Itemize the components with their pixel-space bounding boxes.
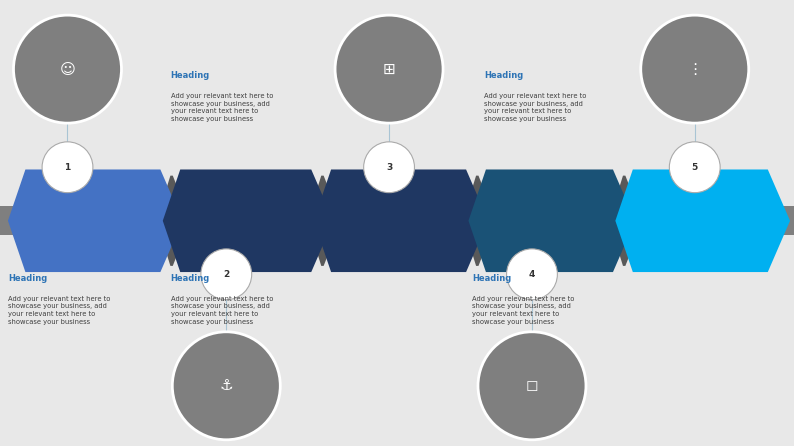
Polygon shape bbox=[468, 169, 635, 272]
Ellipse shape bbox=[335, 15, 443, 123]
Polygon shape bbox=[307, 176, 341, 266]
Text: Heading: Heading bbox=[8, 274, 47, 283]
Polygon shape bbox=[163, 169, 333, 272]
Text: Add your relevant text here to
showcase your business, add
your relevant text he: Add your relevant text here to showcase … bbox=[472, 296, 575, 325]
Text: 4: 4 bbox=[529, 270, 535, 279]
Ellipse shape bbox=[507, 249, 557, 300]
Text: Heading: Heading bbox=[171, 71, 210, 80]
Text: Heading: Heading bbox=[484, 71, 523, 80]
Ellipse shape bbox=[42, 142, 93, 193]
Text: Add your relevant text here to
showcase your business, add
your relevant text he: Add your relevant text here to showcase … bbox=[171, 296, 273, 325]
Ellipse shape bbox=[364, 142, 414, 193]
Text: Heading: Heading bbox=[171, 274, 210, 283]
Ellipse shape bbox=[669, 142, 720, 193]
Text: ⚓: ⚓ bbox=[219, 378, 233, 393]
Polygon shape bbox=[0, 206, 794, 235]
Text: Add your relevant text here to
showcase your business, add
your relevant text he: Add your relevant text here to showcase … bbox=[171, 93, 273, 122]
Polygon shape bbox=[615, 169, 790, 272]
Text: Add your relevant text here to
showcase your business, add
your relevant text he: Add your relevant text here to showcase … bbox=[8, 296, 110, 325]
Text: 5: 5 bbox=[692, 163, 698, 172]
Text: 1: 1 bbox=[64, 163, 71, 172]
Text: ⋮: ⋮ bbox=[687, 62, 703, 77]
Text: Heading: Heading bbox=[472, 274, 511, 283]
Ellipse shape bbox=[13, 15, 121, 123]
Polygon shape bbox=[462, 176, 496, 266]
Text: ⊞: ⊞ bbox=[383, 62, 395, 77]
Ellipse shape bbox=[478, 332, 586, 440]
Text: ☺: ☺ bbox=[60, 62, 75, 77]
Text: 2: 2 bbox=[223, 270, 229, 279]
Polygon shape bbox=[156, 176, 191, 266]
Text: ◻: ◻ bbox=[526, 378, 538, 393]
Ellipse shape bbox=[641, 15, 749, 123]
Text: 3: 3 bbox=[386, 163, 392, 172]
Text: Add your relevant text here to
showcase your business, add
your relevant text he: Add your relevant text here to showcase … bbox=[484, 93, 587, 122]
Ellipse shape bbox=[201, 249, 252, 300]
Polygon shape bbox=[314, 169, 488, 272]
Ellipse shape bbox=[172, 332, 280, 440]
Polygon shape bbox=[8, 169, 183, 272]
Polygon shape bbox=[609, 176, 643, 266]
